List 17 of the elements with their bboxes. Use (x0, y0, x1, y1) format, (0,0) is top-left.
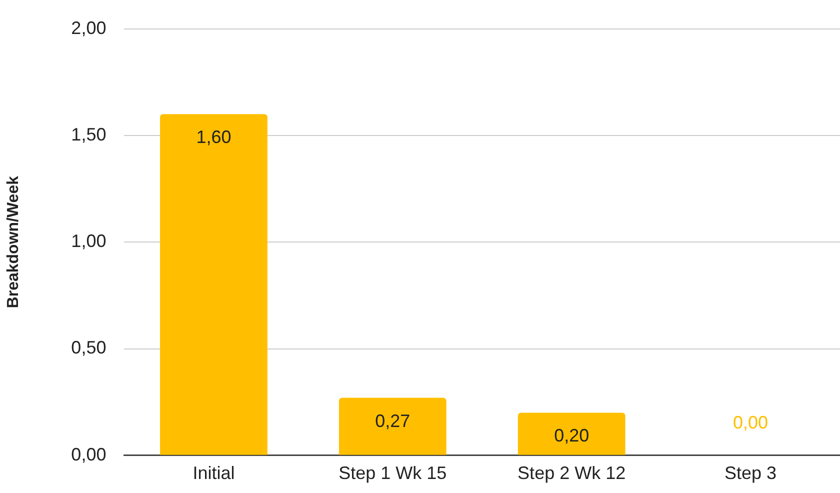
data-label: 1,60 (196, 127, 232, 148)
data-label: 0,20 (554, 426, 590, 446)
y-tick-label: 2,00 (71, 18, 106, 38)
x-tick-label: Step 2 Wk 12 (518, 463, 626, 484)
bar (518, 412, 626, 455)
data-label: 0,27 (375, 410, 410, 431)
bar (160, 114, 268, 455)
y-axis-title: Breakdown/Week (5, 176, 22, 308)
x-tick-label: Step 3 (724, 463, 777, 484)
x-tick-label: Step 1 Wk 15 (338, 463, 447, 484)
x-tick-label: Initial (192, 463, 235, 484)
y-tick-label: 1,00 (71, 231, 106, 252)
y-tick-label: 0,50 (71, 338, 106, 358)
y-tick-label: 0,00 (71, 444, 106, 464)
bar (338, 398, 446, 455)
y-tick-label: 1,50 (71, 124, 106, 144)
data-label: 0,00 (733, 412, 768, 432)
